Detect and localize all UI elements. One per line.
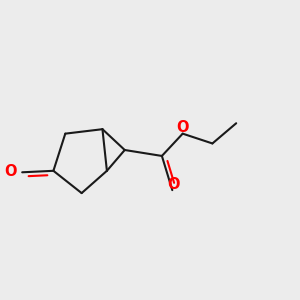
Text: O: O	[176, 120, 188, 135]
Text: O: O	[5, 164, 17, 179]
Text: O: O	[167, 177, 179, 192]
